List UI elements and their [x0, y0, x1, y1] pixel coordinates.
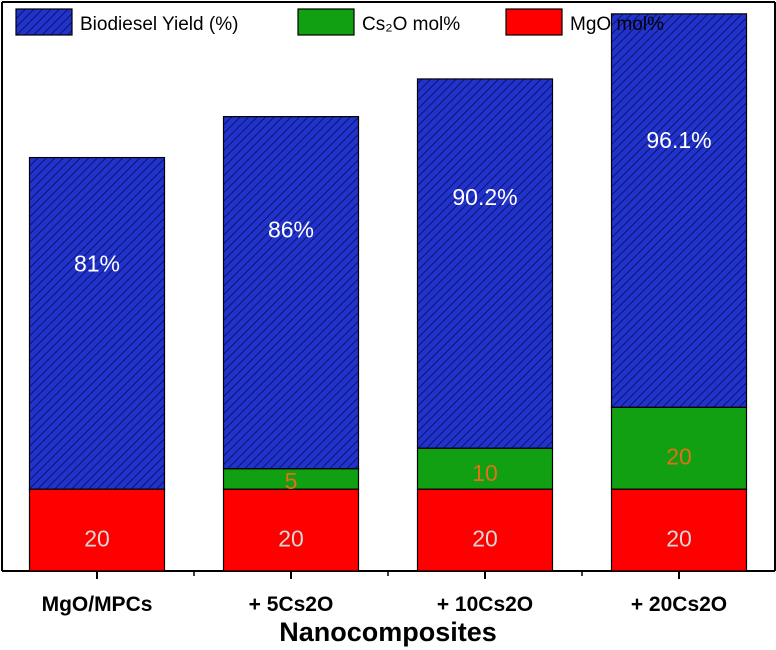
legend: Biodiesel Yield (%) Cs₂O mol% MgO mol% [15, 8, 664, 36]
legend-label-biodiesel-yield: Biodiesel Yield (%) [80, 14, 238, 35]
data-label-cs-o-mol-10cs2o: 10 [472, 460, 498, 486]
bar-cs-o-mol-10cs2o [416, 447, 554, 490]
bar-biodiesel-yield-5cs2o [222, 116, 360, 470]
legend-swatch-cs-o-mol [297, 8, 355, 36]
data-label-mgo-mol-10cs2o: 20 [472, 525, 498, 551]
bar-labels-group: 20 81% 20 5 86% 20 10 90.2% 20 20 96.1% [74, 127, 712, 551]
data-label-biodiesel-yield-10cs2o: 90.2% [452, 184, 517, 210]
bar-biodiesel-yield-10cs2o [416, 78, 554, 449]
x-tick-label-10cs2o: + 10Cs2O [437, 593, 533, 616]
x-ticks-group: MgO/MPCs + 5Cs2O + 10Cs2O + 20Cs2O [42, 571, 727, 616]
bar-biodiesel-yield-mgo-mpcs [28, 156, 166, 490]
legend-label-cs-o-mol: Cs₂O mol% [362, 14, 460, 35]
data-label-biodiesel-yield-20cs2o: 96.1% [646, 127, 711, 153]
x-axis-label: Nanocomposites [279, 617, 497, 647]
data-label-biodiesel-yield-mgo-mpcs: 81% [74, 251, 120, 277]
data-label-cs-o-mol-5cs2o: 5 [285, 468, 298, 494]
bar-cs-o-mol-20cs2o [610, 406, 748, 490]
x-tick-label-mgo-mpcs: MgO/MPCs [42, 593, 153, 616]
data-label-mgo-mol-5cs2o: 20 [278, 525, 304, 551]
x-tick-label-5cs2o: + 5Cs2O [249, 593, 334, 616]
bar-mgo-mol-mgo-mpcs [28, 488, 166, 572]
bar-mgo-mol-10cs2o [416, 488, 554, 572]
data-label-cs-o-mol-20cs2o: 20 [666, 443, 692, 469]
legend-label-mgo-mol: MgO mol% [570, 14, 664, 35]
bar-biodiesel-yield-20cs2o [610, 13, 748, 408]
bars-group [28, 13, 748, 572]
data-label-mgo-mol-mgo-mpcs: 20 [84, 525, 110, 551]
legend-swatch-mgo-mol [505, 8, 563, 36]
x-tick-label-20cs2o: + 20Cs2O [631, 593, 727, 616]
data-label-biodiesel-yield-5cs2o: 86% [268, 216, 314, 242]
data-label-mgo-mol-20cs2o: 20 [666, 525, 692, 551]
bar-mgo-mol-20cs2o [610, 488, 748, 572]
legend-swatch-biodiesel-yield [15, 8, 73, 36]
